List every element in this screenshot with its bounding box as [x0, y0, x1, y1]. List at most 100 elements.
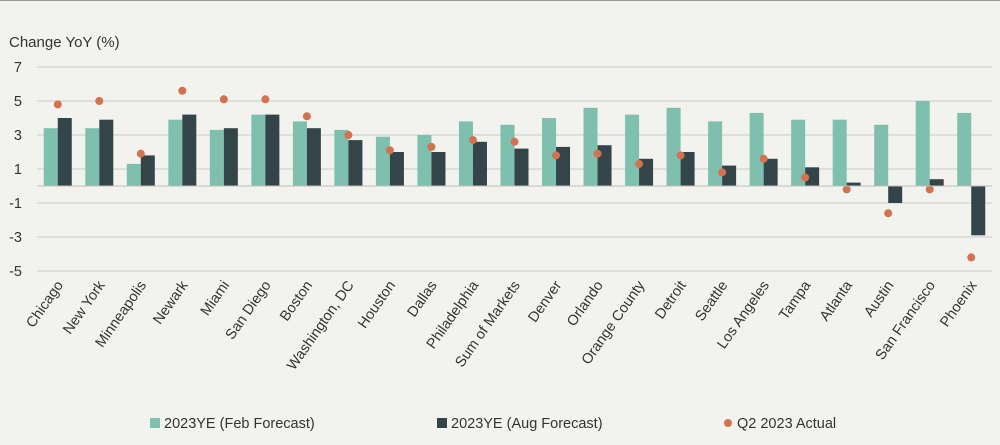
point-q2-actual [801, 173, 810, 182]
legend-label: 2023YE (Feb Forecast) [164, 416, 315, 432]
bar-aug-forecast [57, 118, 72, 186]
category-label: Detroit [652, 278, 690, 322]
bar-aug-forecast [846, 182, 861, 186]
bar-aug-forecast [140, 155, 155, 186]
category-label: Dallas [405, 278, 441, 320]
bar-feb-forecast [708, 121, 723, 186]
point-q2-actual [842, 185, 851, 194]
bar-feb-forecast [417, 135, 432, 186]
bar-aug-forecast [265, 114, 280, 186]
point-q2-actual [925, 185, 934, 194]
point-q2-actual [427, 142, 436, 151]
y-tick-label: -1 [9, 196, 22, 212]
category-label: Seattle [692, 278, 731, 324]
y-tick-label: -3 [9, 230, 22, 246]
bar-aug-forecast [389, 152, 404, 186]
bar-feb-forecast [251, 114, 266, 186]
bar-aug-forecast [472, 141, 487, 186]
bar-feb-forecast [334, 129, 349, 186]
bar-aug-forecast [888, 186, 903, 203]
point-q2-actual [967, 253, 976, 262]
y-tick-label: -5 [9, 264, 22, 280]
point-q2-actual [302, 112, 311, 121]
category-label: Austin [861, 278, 897, 320]
bar-feb-forecast [168, 119, 183, 186]
point-q2-actual [510, 137, 519, 146]
category-label: Newark [150, 278, 192, 328]
bar-aug-forecast [971, 186, 986, 236]
point-q2-actual [635, 159, 644, 168]
category-label: Boston [277, 278, 316, 324]
bar-feb-forecast [957, 112, 972, 186]
bar-feb-forecast [583, 107, 598, 186]
legend-swatch [724, 419, 732, 427]
point-q2-actual [759, 154, 768, 163]
point-q2-actual [718, 168, 727, 177]
legend-swatch [437, 418, 447, 428]
bar-feb-forecast [832, 119, 847, 186]
actual-points [53, 86, 976, 262]
bar-aug-forecast [99, 119, 114, 186]
bar-aug-forecast [431, 152, 446, 186]
category-label: Chicago [23, 278, 67, 331]
point-q2-actual [95, 97, 104, 105]
bar-feb-forecast [458, 121, 473, 186]
y-tick-label: 7 [14, 60, 22, 76]
category-label: Denver [525, 278, 565, 326]
category-label: Orlando [564, 278, 607, 329]
bar-aug-forecast [805, 167, 820, 186]
point-q2-actual [261, 95, 270, 104]
bar-aug-forecast [182, 114, 197, 186]
bar-feb-forecast [874, 124, 889, 186]
bar-feb-forecast [375, 136, 390, 186]
y-tick-label: 1 [14, 162, 22, 178]
bar-feb-forecast [500, 124, 515, 186]
point-q2-actual [344, 131, 353, 139]
bar-feb-forecast [666, 107, 681, 186]
bar-aug-forecast [929, 179, 944, 186]
y-axis-label: Change YoY (%) [9, 34, 120, 51]
y-tick-label: 5 [14, 94, 22, 110]
bar-aug-forecast [223, 128, 238, 186]
point-q2-actual [136, 149, 145, 158]
point-q2-actual [552, 151, 561, 160]
bar-feb-forecast [542, 118, 557, 186]
bar-feb-forecast [43, 128, 58, 186]
point-q2-actual [468, 136, 477, 145]
point-q2-actual [385, 146, 394, 155]
bar-feb-forecast [292, 121, 307, 186]
point-q2-actual [593, 149, 602, 158]
bar-feb-forecast [85, 128, 100, 186]
y-tick-labels: 7 5 3 1 -1 -3 -5 [9, 60, 22, 280]
point-q2-actual [219, 95, 228, 104]
category-label: Miami [198, 278, 233, 319]
point-q2-actual [178, 86, 187, 95]
point-q2-actual [884, 209, 893, 218]
bar-feb-forecast [209, 129, 224, 186]
bar-aug-forecast [348, 140, 363, 186]
legend-label: Q2 2023 Actual [737, 416, 836, 432]
category-label: Houston [355, 278, 399, 331]
legend-swatch [150, 418, 160, 428]
point-q2-actual [53, 100, 62, 109]
category-label: Atlanta [817, 277, 857, 324]
bar-aug-forecast [680, 152, 695, 186]
point-q2-actual [676, 151, 685, 160]
bar-feb-forecast [126, 163, 141, 186]
legend: 2023YE (Feb Forecast) 2023YE (Aug Forecas… [150, 416, 836, 432]
legend-label: 2023YE (Aug Forecast) [451, 416, 603, 432]
bar-feb-forecast [915, 101, 930, 186]
bar-aug-forecast [763, 158, 778, 186]
bar-feb-forecast [791, 119, 806, 186]
bars [43, 101, 986, 236]
category-label: Tampa [776, 277, 815, 323]
bar-feb-forecast [625, 114, 640, 186]
bar-aug-forecast [514, 148, 529, 186]
y-tick-label: 3 [14, 128, 22, 144]
bar-feb-forecast [749, 112, 764, 186]
category-label: Phoenix [937, 278, 981, 331]
bar-aug-forecast [306, 128, 321, 186]
